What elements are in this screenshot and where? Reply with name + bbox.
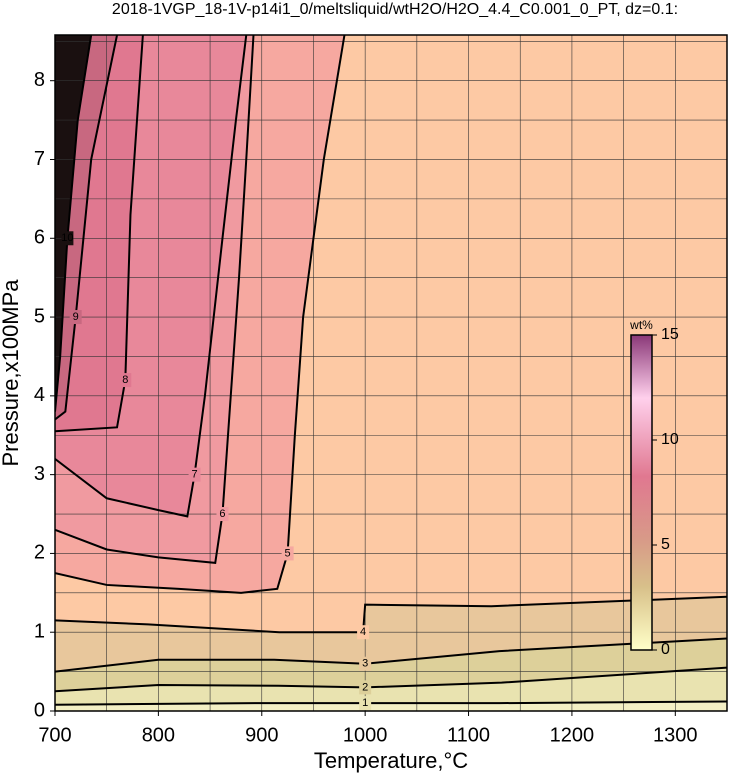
plot-frame (54, 34, 728, 712)
contour-line (55, 666, 727, 693)
colorbar-label: wt% (629, 318, 653, 332)
y-tick-label: 8 (34, 69, 45, 91)
x-tick-label: 800 (142, 724, 175, 746)
colorbar-tick-label: 15 (661, 326, 679, 343)
contour-label-group: 1 (359, 696, 372, 711)
contour-label: 10 (61, 232, 73, 244)
contour-label-bg (69, 310, 82, 325)
x-axis-label: Temperature,°C (314, 748, 468, 773)
colorbar-tick-label: 0 (661, 641, 670, 658)
contour-label-bg (359, 696, 372, 711)
x-tick-label: 1100 (447, 724, 490, 746)
y-tick-label: 2 (34, 542, 45, 564)
y-axis-label: Pressure,x100MPa (0, 279, 23, 467)
y-tick-label: 6 (34, 227, 45, 249)
contour-label-group: 4 (357, 625, 370, 640)
contour-label: 8 (122, 374, 128, 386)
x-tick-label: 1200 (550, 724, 595, 746)
plot-area: 1 2 3 4 5 6 7 8 9 10 (55, 35, 727, 711)
contour-label: 1 (362, 697, 368, 709)
contour-label-bg (359, 656, 372, 671)
contour-label-group: 8 (119, 373, 132, 388)
x-tick-label: 1300 (653, 724, 698, 746)
x-tick-label: 1000 (343, 724, 388, 746)
contour-label-bg (188, 467, 201, 482)
colorbar (630, 334, 653, 651)
colorbar-tick-label: 10 (661, 431, 679, 448)
contour-fill (55, 35, 92, 412)
contour-label-bg (216, 507, 229, 522)
y-tick-label: 4 (34, 384, 45, 406)
contour-label-group: 5 (281, 546, 294, 561)
y-tick-label: 5 (34, 305, 45, 327)
chart-title: 2018-1VGP_18-1V-p14i1_0/meltsliquid/wtH2… (112, 1, 678, 18)
contour-label: 7 (192, 469, 198, 481)
contour-label: 5 (285, 547, 291, 559)
contour-label: 3 (362, 658, 368, 670)
contour-line (55, 637, 727, 673)
colorbar-tick-label: 5 (661, 536, 670, 553)
contour-label-group: 3 (359, 656, 372, 671)
contour-label: 6 (219, 508, 225, 520)
contour-label-group: 2 (359, 680, 372, 695)
x-tick-label: 900 (245, 724, 278, 746)
y-tick-label: 3 (34, 463, 45, 485)
contour-label-bg (61, 231, 74, 246)
contour-label-group: 6 (216, 507, 229, 522)
contour-label-bg (119, 373, 132, 388)
y-tick-label: 0 (34, 699, 45, 721)
contour-label: 9 (73, 311, 79, 323)
contour-label: 2 (362, 681, 368, 693)
contour-label: 4 (360, 626, 366, 638)
axes: 700 800 900 1000 1100 1200 1300 0 1 2 3 4 5 6 7 8 wt% 0 5 1… (34, 69, 698, 746)
x-tick-label: 700 (38, 724, 71, 746)
y-tick-label: 7 (34, 148, 45, 170)
contour-label-group: 9 (69, 310, 82, 325)
contour-line (55, 35, 346, 594)
contour-label-group: 7 (188, 467, 201, 482)
contour-label-group: 10 (61, 231, 74, 246)
y-tick-label: 1 (34, 620, 45, 642)
contour-label-bg (281, 546, 294, 561)
contour-label-bg (357, 625, 370, 640)
contour-label-bg (359, 680, 372, 695)
